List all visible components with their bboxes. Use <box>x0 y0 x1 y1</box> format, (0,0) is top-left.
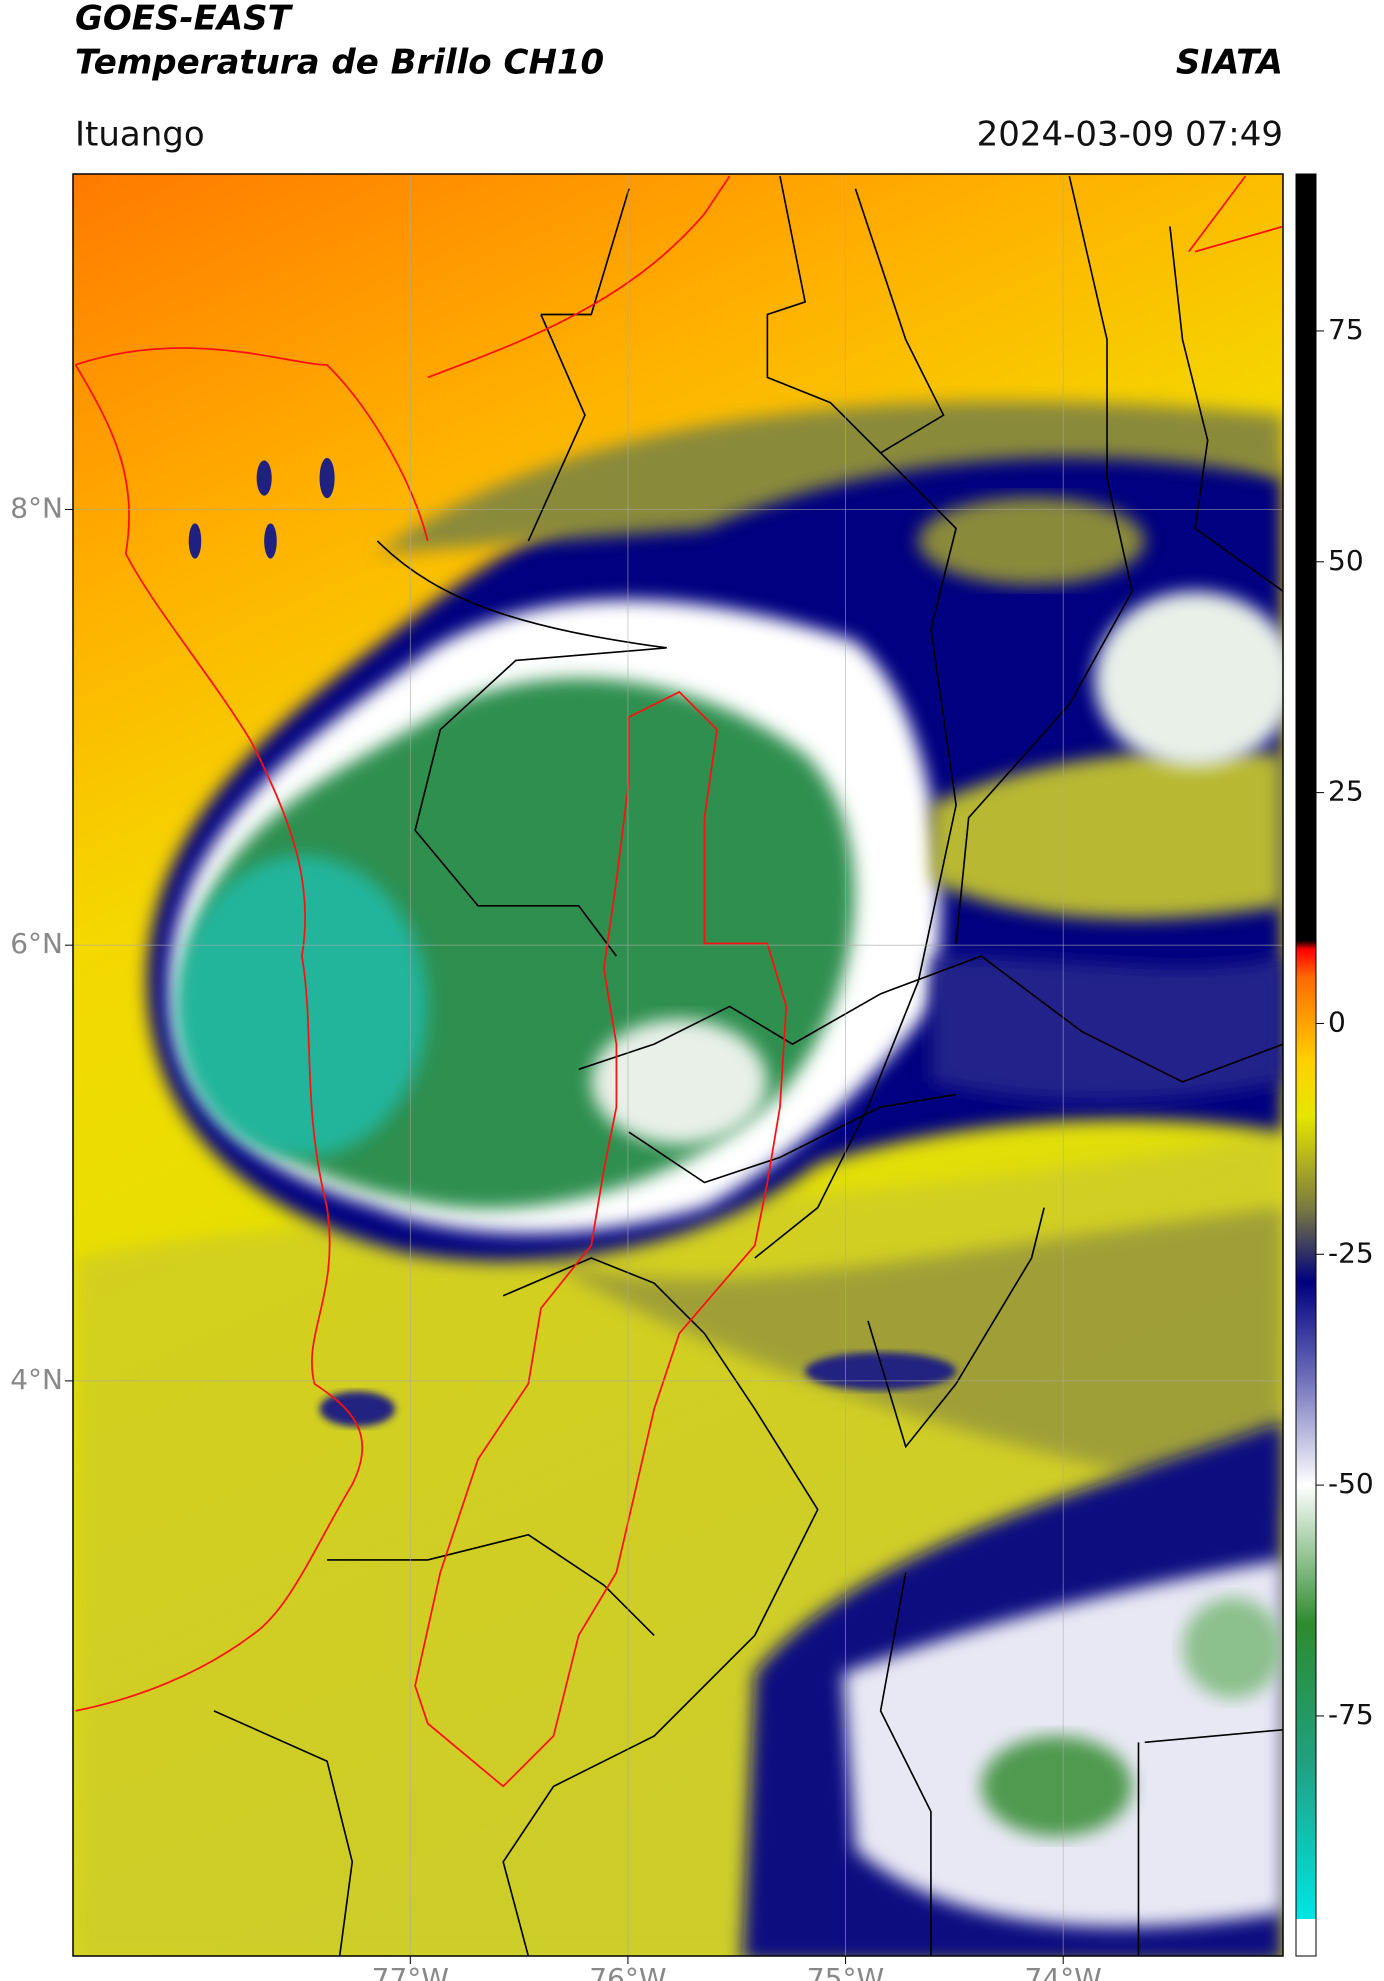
brand: SIATA <box>1176 43 1283 83</box>
map-image <box>73 174 1283 1956</box>
colorbar <box>1295 173 1317 1957</box>
subtitle: Temperatura de Brillo CH10 <box>75 43 604 83</box>
colorbar-tick-label: 25 <box>1328 775 1364 808</box>
colorbar-tick-label: 75 <box>1328 313 1364 346</box>
colorbar-tick-label: -25 <box>1328 1236 1374 1269</box>
map-frame <box>72 173 1284 1957</box>
datetime: 2024-03-09 07:49 <box>977 115 1283 155</box>
colorbar-tick-label: 0 <box>1328 1005 1346 1038</box>
lon-tick-label: 77°W <box>372 1962 449 1981</box>
lat-tick-label: 6°N <box>10 927 63 960</box>
graticule <box>73 174 1283 1956</box>
title: GOES-EAST <box>75 0 294 39</box>
lon-tick-label: 75°W <box>807 1962 884 1981</box>
lon-tick-label: 76°W <box>589 1962 666 1981</box>
lat-tick-label: 4°N <box>10 1363 63 1396</box>
colorbar-tick-label: -75 <box>1328 1698 1374 1731</box>
region: Ituango <box>75 115 205 155</box>
colorbar-tick-label: -50 <box>1328 1467 1374 1500</box>
colorbar-tick-label: 50 <box>1328 544 1364 577</box>
lon-tick-label: 74°W <box>1025 1962 1102 1981</box>
lat-tick-label: 8°N <box>10 491 63 524</box>
